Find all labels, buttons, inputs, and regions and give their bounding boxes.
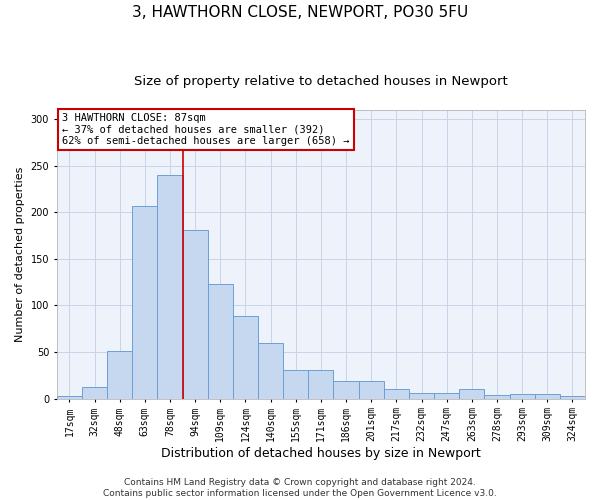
Bar (334, 381, 359, 398)
Bar (434, 393, 459, 398)
Bar (535, 394, 560, 398)
Text: 3, HAWTHORN CLOSE, NEWPORT, PO30 5FU: 3, HAWTHORN CLOSE, NEWPORT, PO30 5FU (132, 5, 468, 20)
Y-axis label: Number of detached properties: Number of detached properties (15, 166, 25, 342)
Bar (308, 370, 334, 398)
Bar (107, 351, 132, 399)
Bar (509, 394, 535, 398)
Text: 3 HAWTHORN CLOSE: 87sqm
← 37% of detached houses are smaller (392)
62% of semi-d: 3 HAWTHORN CLOSE: 87sqm ← 37% of detache… (62, 113, 350, 146)
Bar (283, 370, 308, 398)
Bar (182, 230, 208, 398)
Bar (208, 284, 233, 399)
Bar (484, 395, 509, 398)
Text: Contains HM Land Registry data © Crown copyright and database right 2024.
Contai: Contains HM Land Registry data © Crown c… (103, 478, 497, 498)
Bar (409, 393, 434, 398)
Bar (82, 388, 107, 398)
Bar (359, 381, 384, 398)
Bar (233, 316, 258, 398)
Bar (384, 389, 409, 398)
Bar (57, 396, 82, 398)
Bar (157, 175, 182, 398)
X-axis label: Distribution of detached houses by size in Newport: Distribution of detached houses by size … (161, 447, 481, 460)
Bar (560, 396, 585, 398)
Bar (258, 342, 283, 398)
Bar (459, 389, 484, 398)
Title: Size of property relative to detached houses in Newport: Size of property relative to detached ho… (134, 75, 508, 88)
Bar (132, 206, 157, 398)
